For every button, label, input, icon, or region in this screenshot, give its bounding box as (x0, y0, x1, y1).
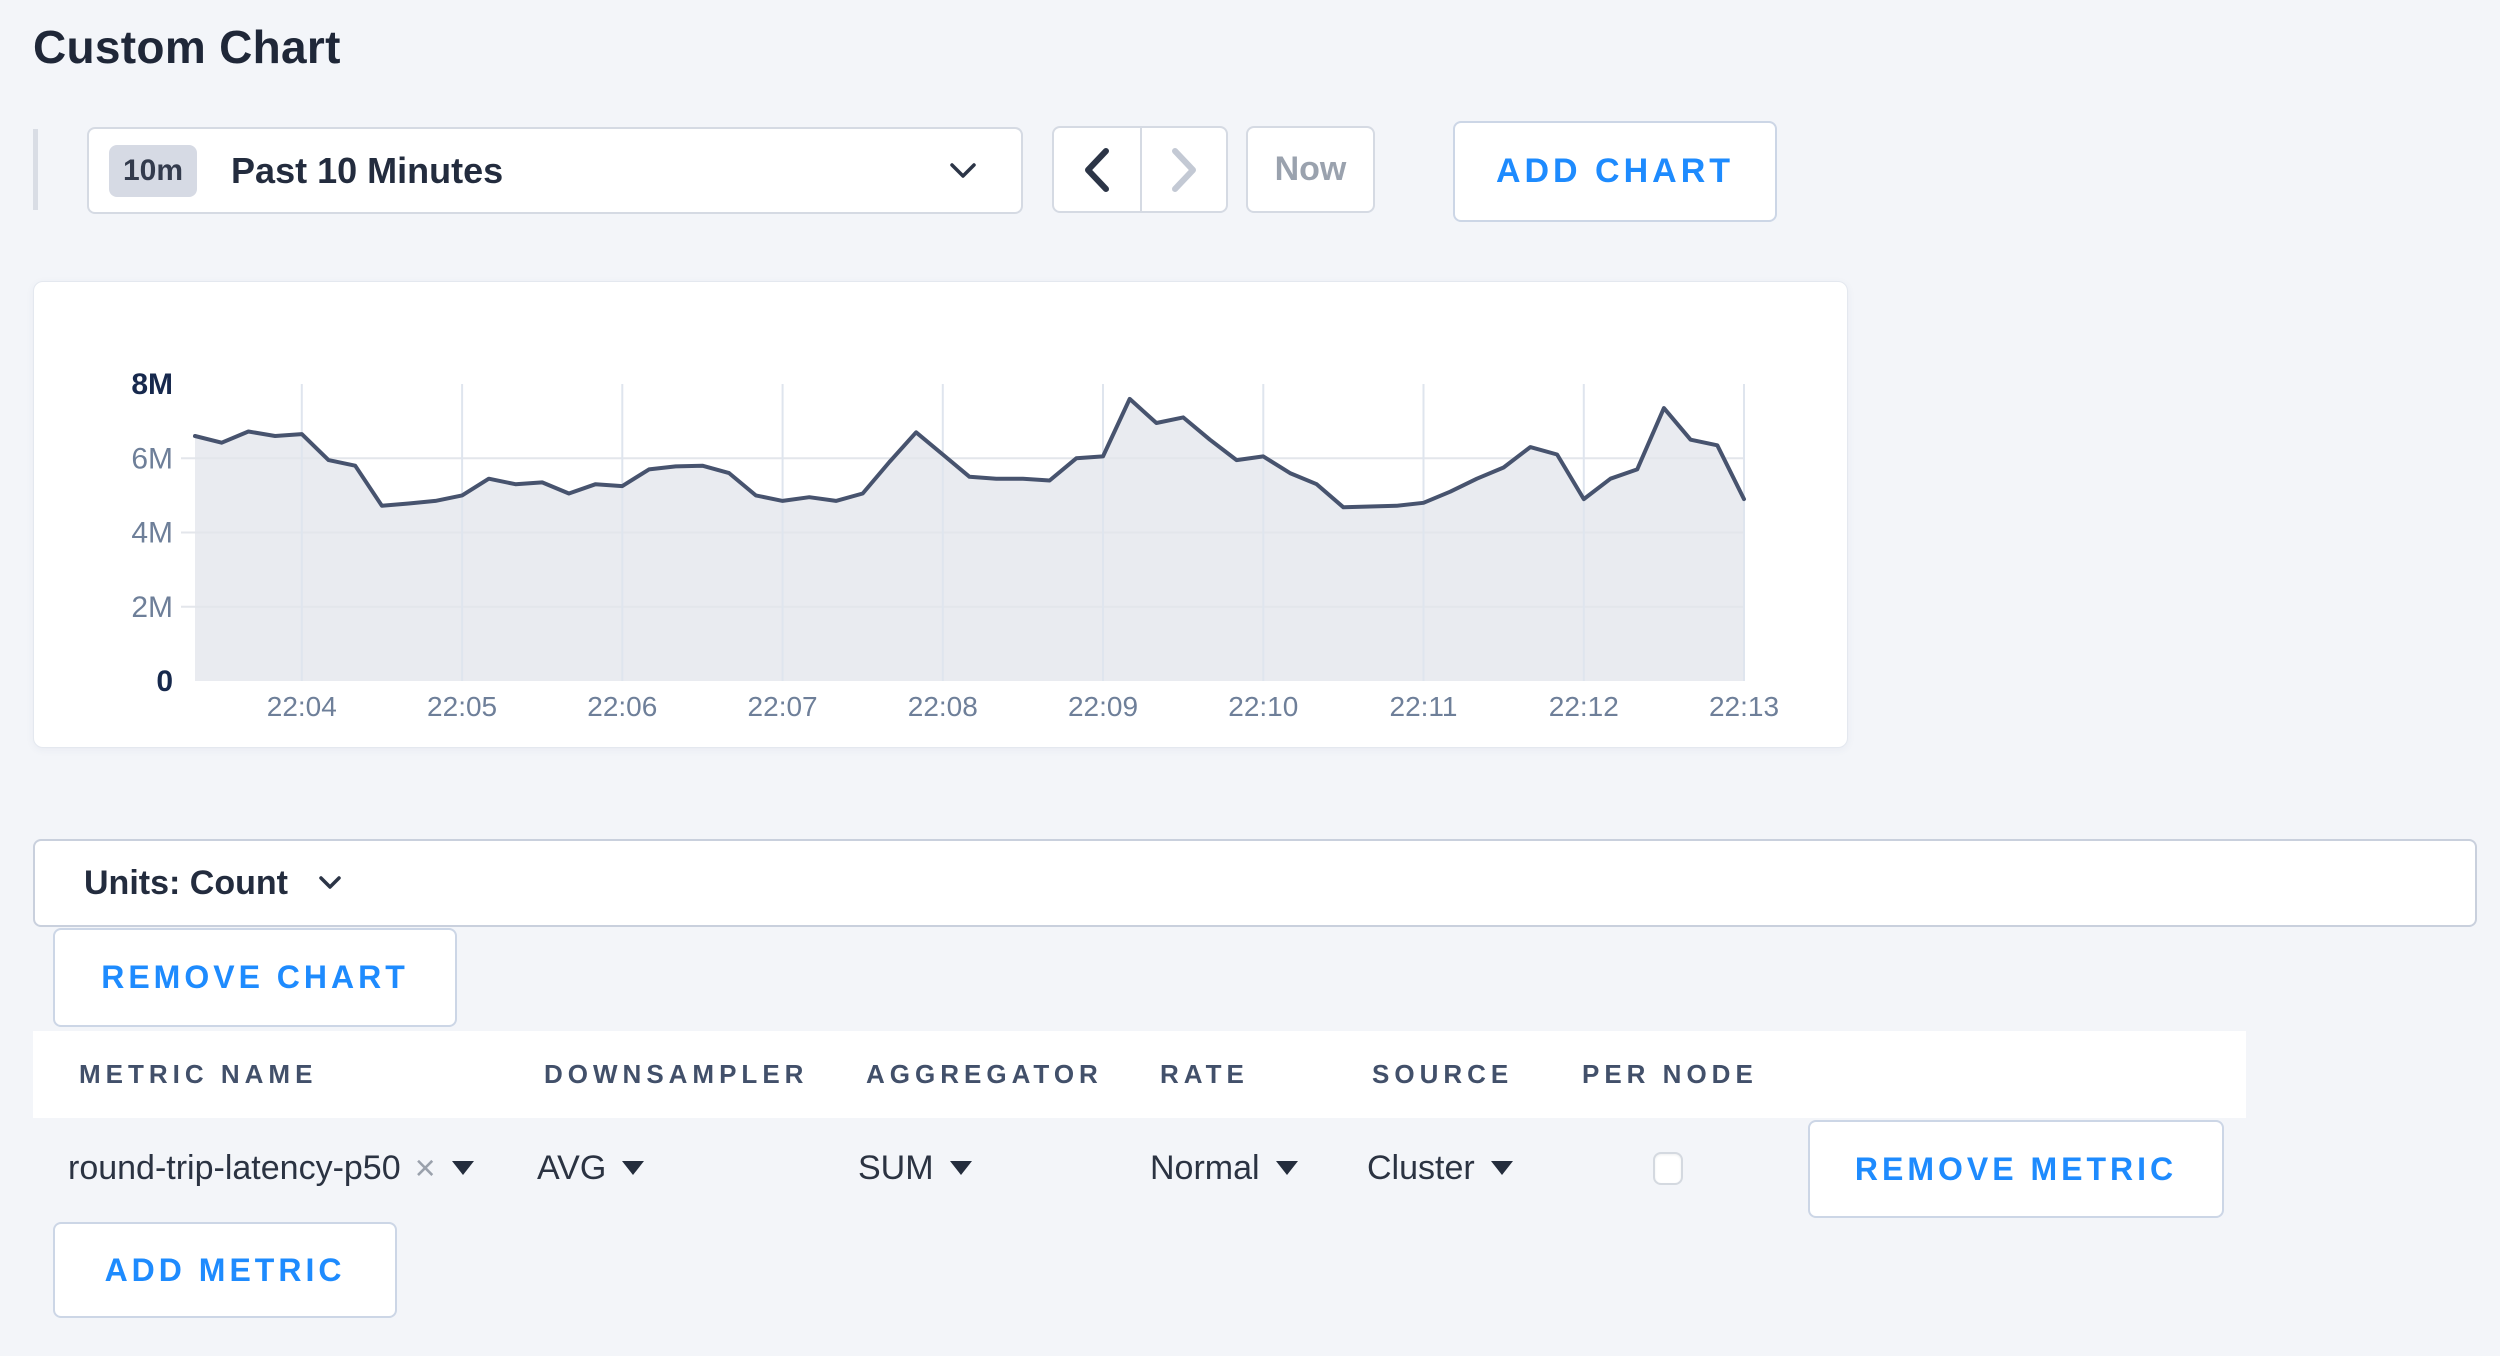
per-node-checkbox[interactable] (1653, 1152, 1683, 1185)
svg-text:22:13: 22:13 (1709, 691, 1779, 722)
svg-text:6M: 6M (131, 442, 173, 475)
svg-text:22:12: 22:12 (1549, 691, 1619, 722)
remove-chart-button[interactable]: REMOVE CHART (53, 928, 457, 1027)
metrics-table-header: METRIC NAME DOWNSAMPLER AGGREGATOR RATE … (33, 1031, 2246, 1118)
units-dropdown[interactable]: Units: Count (33, 839, 2477, 927)
svg-text:0: 0 (156, 665, 173, 698)
time-range-badge: 10m (109, 144, 198, 197)
chart-card: 22:04 22:05 22:06 22:07 22:08 22:09 22:10 22:11… (33, 281, 1848, 748)
rate-dropdown[interactable]: Normal (1150, 1118, 1298, 1218)
metric-name-value: round-trip-latency-p50 (68, 1148, 401, 1187)
header-downsampler: DOWNSAMPLER (544, 1059, 809, 1089)
remove-metric-button[interactable]: REMOVE METRIC (1808, 1120, 2224, 1218)
svg-text:22:11: 22:11 (1390, 691, 1458, 722)
dropdown-caret-icon (1490, 1161, 1513, 1175)
svg-text:22:07: 22:07 (748, 691, 818, 722)
svg-text:4M: 4M (131, 517, 173, 550)
header-source: SOURCE (1372, 1059, 1514, 1089)
source-value: Cluster (1367, 1148, 1475, 1187)
header-rate: RATE (1160, 1059, 1249, 1089)
chevron-down-icon (319, 876, 341, 889)
next-time-button[interactable] (1140, 128, 1226, 211)
downsampler-value: AVG (537, 1148, 607, 1187)
header-per-node: PER NODE (1582, 1059, 1758, 1089)
aggregator-dropdown[interactable]: SUM (858, 1118, 972, 1218)
timeseries-chart[interactable]: 22:04 22:05 22:06 22:07 22:08 22:09 22:10 22:11… (34, 282, 1849, 749)
time-range-label: Past 10 Minutes (231, 149, 504, 191)
chevron-down-icon (950, 162, 976, 178)
svg-text:22:04: 22:04 (267, 691, 337, 722)
page-title: Custom Chart (33, 21, 341, 73)
svg-text:22:09: 22:09 (1068, 691, 1138, 722)
close-icon[interactable]: × (414, 1147, 436, 1188)
now-button[interactable]: Now (1246, 126, 1375, 213)
chevron-right-icon (1172, 147, 1196, 192)
rate-value: Normal (1150, 1148, 1260, 1187)
add-chart-button[interactable]: ADD CHART (1453, 121, 1777, 222)
svg-text:22:06: 22:06 (587, 691, 657, 722)
svg-text:22:05: 22:05 (427, 691, 497, 722)
svg-text:8M: 8M (131, 368, 173, 401)
dropdown-caret-icon (622, 1161, 645, 1175)
header-metric-name: METRIC NAME (79, 1059, 318, 1089)
header-aggregator: AGGREGATOR (866, 1059, 1103, 1089)
prev-time-button[interactable] (1054, 128, 1140, 211)
units-label: Units: Count (84, 863, 288, 902)
source-dropdown[interactable]: Cluster (1367, 1118, 1513, 1218)
time-range-dropdown[interactable]: 10m Past 10 Minutes (87, 127, 1023, 214)
svg-text:2M: 2M (131, 591, 173, 624)
add-metric-button[interactable]: ADD METRIC (53, 1222, 397, 1318)
dropdown-caret-icon (1275, 1161, 1298, 1175)
time-pager (1052, 126, 1228, 213)
downsampler-dropdown[interactable]: AVG (537, 1118, 645, 1218)
aggregator-value: SUM (858, 1148, 934, 1187)
svg-text:22:08: 22:08 (908, 691, 978, 722)
metric-name-dropdown[interactable]: round-trip-latency-p50 × (68, 1118, 474, 1218)
dropdown-caret-icon (949, 1161, 972, 1175)
svg-text:22:10: 22:10 (1228, 691, 1298, 722)
dropdown-caret-icon (451, 1161, 474, 1175)
chevron-left-icon (1085, 147, 1109, 192)
toolbar-accent-divider (33, 129, 38, 210)
